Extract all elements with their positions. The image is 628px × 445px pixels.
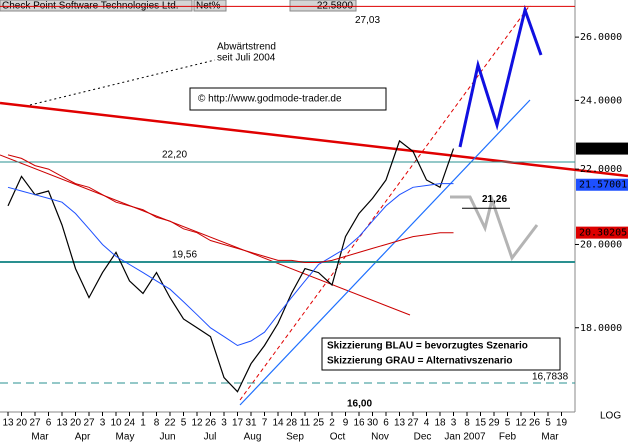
x-tick-label: 26 bbox=[529, 418, 541, 429]
x-tick-label: 6 bbox=[383, 418, 389, 429]
x-tick-label: 27 bbox=[83, 418, 95, 429]
x-tick-label: 8 bbox=[154, 418, 160, 429]
x-tick-label: 19 bbox=[556, 418, 568, 429]
header-box bbox=[0, 0, 193, 12]
x-tick-label: 11 bbox=[300, 418, 311, 429]
x-tick-label: 1 bbox=[140, 418, 146, 429]
x-tick-label: 8 bbox=[464, 418, 470, 429]
x-tick-label: 5 bbox=[505, 418, 511, 429]
x-tick-label: 30 bbox=[367, 418, 379, 429]
level-label: 27,03 bbox=[355, 15, 380, 26]
x-tick-label: 27 bbox=[407, 418, 419, 429]
trend-line bbox=[239, 4, 531, 401]
x-tick-label: 18 bbox=[434, 418, 446, 429]
level-label: 19,56 bbox=[172, 250, 197, 261]
trend-note: seit Juli 2004 bbox=[217, 53, 276, 64]
month-label: Sep bbox=[286, 432, 304, 443]
series-line bbox=[7, 139, 455, 393]
x-tick-label: 31 bbox=[245, 418, 257, 429]
scenario-blue bbox=[458, 4, 543, 148]
y-tick-label: 22.0000 bbox=[580, 164, 622, 175]
level-label: 22,20 bbox=[162, 150, 187, 161]
trend-line bbox=[0, 154, 411, 316]
legend-box bbox=[321, 337, 561, 371]
price-marker-label: 22.5800 bbox=[579, 144, 621, 155]
month-label: Aug bbox=[244, 432, 262, 443]
month-label: Jun bbox=[159, 432, 175, 443]
x-tick-label: 13 bbox=[56, 418, 68, 429]
x-tick-label: 9 bbox=[343, 418, 349, 429]
price-marker bbox=[576, 226, 628, 239]
x-tick-label: 22 bbox=[164, 418, 176, 429]
scale-label: LOG bbox=[600, 411, 621, 422]
note-label: 16,00 bbox=[347, 398, 372, 409]
x-tick-label: 13 bbox=[394, 418, 406, 429]
note-label: 21,26 bbox=[482, 194, 507, 205]
legend-text: Skizzierung BLAU = bevorzugtes Szenario bbox=[327, 341, 528, 352]
x-tick-label: 12 bbox=[515, 418, 527, 429]
x-tick-label: 4 bbox=[424, 418, 430, 429]
x-tick-label: 26 bbox=[205, 418, 217, 429]
month-label: Apr bbox=[75, 432, 91, 443]
price-marker-label: 21.57001 bbox=[579, 180, 627, 191]
month-label: Jan 2007 bbox=[444, 432, 486, 443]
month-label: Jul bbox=[204, 432, 217, 443]
x-tick-label: 25 bbox=[313, 418, 325, 429]
trend-note: Abwärtstrend bbox=[217, 42, 276, 53]
x-tick-label: 29 bbox=[488, 418, 500, 429]
x-tick-label: 3 bbox=[100, 418, 106, 429]
x-tick-label: 3 bbox=[451, 418, 457, 429]
copyright-box bbox=[189, 87, 387, 111]
level-label: 16,7838 bbox=[532, 372, 569, 383]
x-tick-label: 15 bbox=[475, 418, 487, 429]
x-tick-label: 14 bbox=[272, 418, 284, 429]
x-tick-label: 13 bbox=[2, 418, 14, 429]
trend-line bbox=[239, 99, 531, 406]
y-tick-label: 20.0000 bbox=[580, 239, 622, 250]
month-label: Oct bbox=[330, 432, 346, 443]
x-tick-label: 24 bbox=[124, 418, 136, 429]
price-marker bbox=[576, 178, 628, 191]
x-tick-label: 2 bbox=[329, 418, 335, 429]
x-tick-label: 20 bbox=[70, 418, 82, 429]
price-marker-label: 20.30205 bbox=[579, 228, 627, 239]
header-last-box bbox=[289, 0, 357, 12]
month-label: Mar bbox=[31, 432, 49, 443]
trend-line bbox=[0, 101, 628, 178]
x-tick-label: 3 bbox=[221, 418, 227, 429]
month-label: Feb bbox=[499, 432, 517, 443]
x-tick-label: 28 bbox=[286, 418, 298, 429]
x-tick-label: 5 bbox=[545, 418, 551, 429]
x-tick-label: 10 bbox=[110, 418, 122, 429]
x-tick-label: 12 bbox=[191, 418, 203, 429]
copyright: © http://www.godmode-trader.de bbox=[198, 94, 342, 105]
y-tick-label: 18.0000 bbox=[580, 323, 622, 334]
month-label: Dec bbox=[414, 432, 432, 443]
month-label: Nov bbox=[371, 432, 389, 443]
y-tick-label: 24.0000 bbox=[580, 95, 622, 106]
series-line bbox=[7, 154, 454, 263]
x-tick-label: 20 bbox=[16, 418, 28, 429]
legend-text: Skizzierung GRAU = Alternativszenario bbox=[327, 356, 513, 367]
y-tick-label: 26.0000 bbox=[580, 32, 622, 43]
month-label: Mar bbox=[541, 432, 559, 443]
x-tick-label: 7 bbox=[262, 418, 268, 429]
x-tick-label: 17 bbox=[232, 418, 244, 429]
price-marker bbox=[576, 142, 628, 155]
month-label: May bbox=[116, 432, 135, 443]
x-tick-label: 6 bbox=[46, 418, 52, 429]
scenario-gray bbox=[450, 194, 539, 262]
x-tick-label: 5 bbox=[181, 418, 187, 429]
series-line bbox=[7, 183, 454, 347]
header-field-box bbox=[193, 0, 227, 12]
trend-line bbox=[29, 59, 216, 106]
x-tick-label: 16 bbox=[353, 418, 365, 429]
x-tick-label: 27 bbox=[29, 418, 41, 429]
